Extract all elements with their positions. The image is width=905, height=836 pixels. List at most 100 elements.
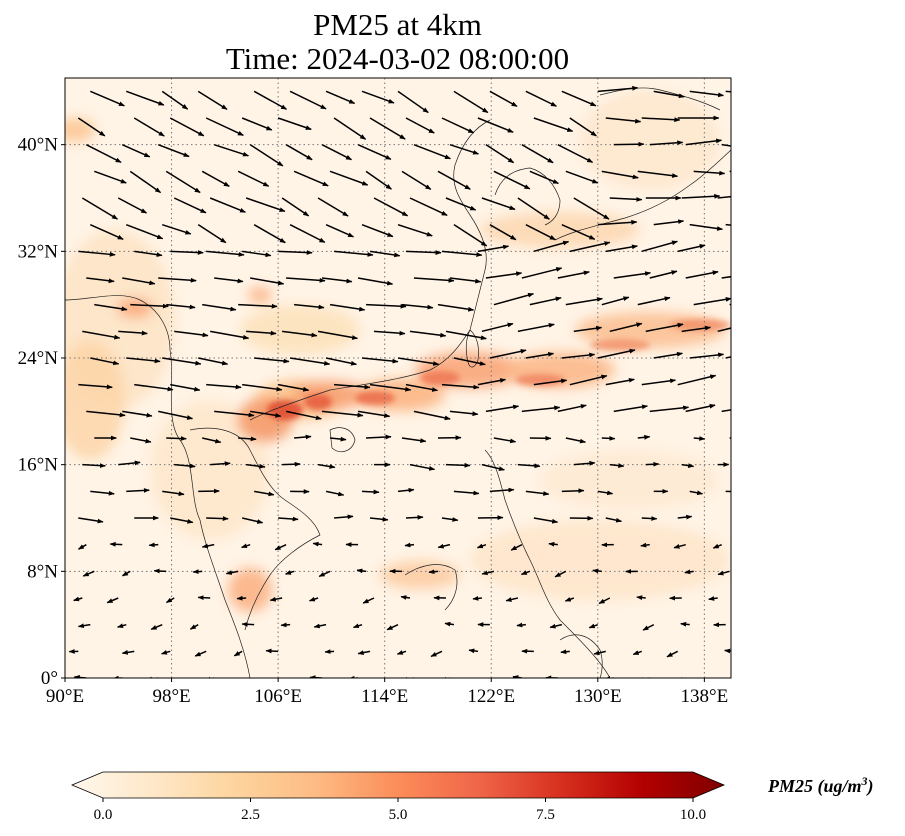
wind-arrow — [400, 595, 411, 600]
wind-arrow — [197, 224, 227, 244]
wind-arrow — [597, 85, 639, 93]
wind-arrow — [453, 90, 489, 114]
wind-arrow — [521, 144, 554, 164]
wind-arrow — [118, 330, 148, 336]
wind-arrow — [165, 597, 175, 604]
wind-arrow — [133, 117, 165, 137]
wind-arrow — [365, 303, 407, 309]
wind-arrow — [717, 570, 730, 576]
wind-arrow — [254, 490, 275, 497]
wind-arrow — [724, 648, 731, 654]
coastlines — [65, 87, 731, 678]
wind-arrow — [529, 296, 562, 306]
wind-arrow — [386, 623, 399, 631]
lon-tick-label: 130°E — [574, 686, 622, 707]
lon-tick-label: 122°E — [467, 686, 515, 707]
wind-arrow — [445, 197, 477, 211]
wind-arrow — [734, 116, 766, 118]
wind-arrow — [277, 677, 287, 678]
wind-arrow — [242, 250, 272, 258]
wind-arrow — [329, 436, 347, 442]
wind-arrow — [437, 303, 475, 312]
wind-arrow — [549, 623, 563, 629]
wind-arrow — [517, 323, 555, 333]
wind-arrow — [286, 277, 326, 283]
wind-arrow — [517, 197, 550, 220]
wind-arrow — [325, 223, 355, 238]
wind-arrow — [721, 143, 731, 147]
wind-arrow — [592, 568, 602, 574]
wind-arrow — [333, 514, 354, 520]
wind-arrow — [693, 296, 731, 306]
wind-arrow — [649, 140, 684, 146]
map-frame — [64, 77, 732, 679]
wind-arrow — [126, 357, 161, 364]
colorbar: 0.0 2.5 5.0 7.5 10.0 — [70, 771, 726, 823]
wind-arrow — [437, 170, 471, 190]
wind-arrow — [122, 410, 153, 418]
wind-arrow — [134, 250, 163, 258]
wind-arrow — [280, 622, 291, 628]
wind-arrow — [246, 463, 266, 469]
wind-arrow — [397, 223, 433, 237]
wind-arrow — [94, 303, 128, 312]
wind-arrow — [441, 117, 475, 134]
wind-arrow — [126, 90, 165, 106]
wind-arrow — [666, 650, 679, 658]
wind-arrow — [640, 542, 650, 548]
wind-arrow — [565, 297, 603, 306]
wind-arrow — [237, 170, 270, 187]
wind-arrow — [373, 197, 409, 217]
wind-arrow — [481, 322, 514, 333]
wind-arrow — [689, 90, 725, 98]
wind-arrow — [202, 437, 222, 444]
wind-arrow — [533, 240, 570, 253]
wind-arrow — [409, 463, 436, 471]
wind-arrow — [397, 357, 440, 366]
wind-arrow — [169, 117, 205, 137]
wind-arrow — [685, 403, 716, 413]
wind-arrow — [593, 650, 606, 656]
wind-arrow — [206, 250, 245, 257]
wind-arrow — [489, 90, 518, 108]
wind-arrow — [162, 223, 192, 235]
wind-arrow — [198, 357, 229, 366]
wind-arrow — [325, 90, 356, 105]
wind-arrow — [241, 621, 255, 627]
wind-arrow — [525, 223, 556, 241]
wind-arrow — [561, 352, 596, 359]
wind-arrow — [430, 650, 443, 658]
wind-arrow — [357, 410, 391, 418]
wind-arrow — [609, 463, 625, 468]
latitude-axis: 0° 8°N 16°N 24°N 32°N 40°N — [18, 135, 65, 689]
wind-arrow — [166, 303, 196, 310]
wind-arrow — [605, 117, 642, 124]
wind-arrow — [569, 117, 597, 137]
wind-arrow — [717, 327, 731, 333]
wind-arrow — [521, 267, 563, 279]
wind-arrow — [158, 277, 197, 283]
wind-arrow — [160, 650, 171, 655]
wind-arrow — [554, 570, 567, 578]
wind-arrow — [166, 436, 187, 441]
wind-arrow — [130, 303, 169, 309]
wind-arrow — [485, 144, 515, 164]
colorbar-ticks: 0.0 2.5 5.0 7.5 10.0 — [94, 798, 706, 823]
wind-arrow — [248, 677, 251, 678]
map-title-line-2: Time: 2024-03-02 08:00:00 — [225, 41, 570, 76]
colorbar-tick-label: 0.0 — [94, 807, 113, 823]
wind-arrow — [605, 517, 623, 523]
wind-arrow — [153, 568, 167, 574]
wind-arrow — [334, 383, 371, 390]
wind-arrow — [520, 570, 531, 576]
wind-arrow — [157, 143, 190, 158]
wind-arrow — [477, 378, 507, 386]
wind-arrow — [641, 516, 658, 521]
wind-arrow — [78, 383, 113, 390]
wind-arrow — [162, 357, 202, 366]
wind-arrow — [253, 224, 286, 244]
wind-arrow — [525, 90, 557, 107]
wind-arrow — [201, 170, 230, 188]
wind-arrow — [206, 516, 229, 521]
